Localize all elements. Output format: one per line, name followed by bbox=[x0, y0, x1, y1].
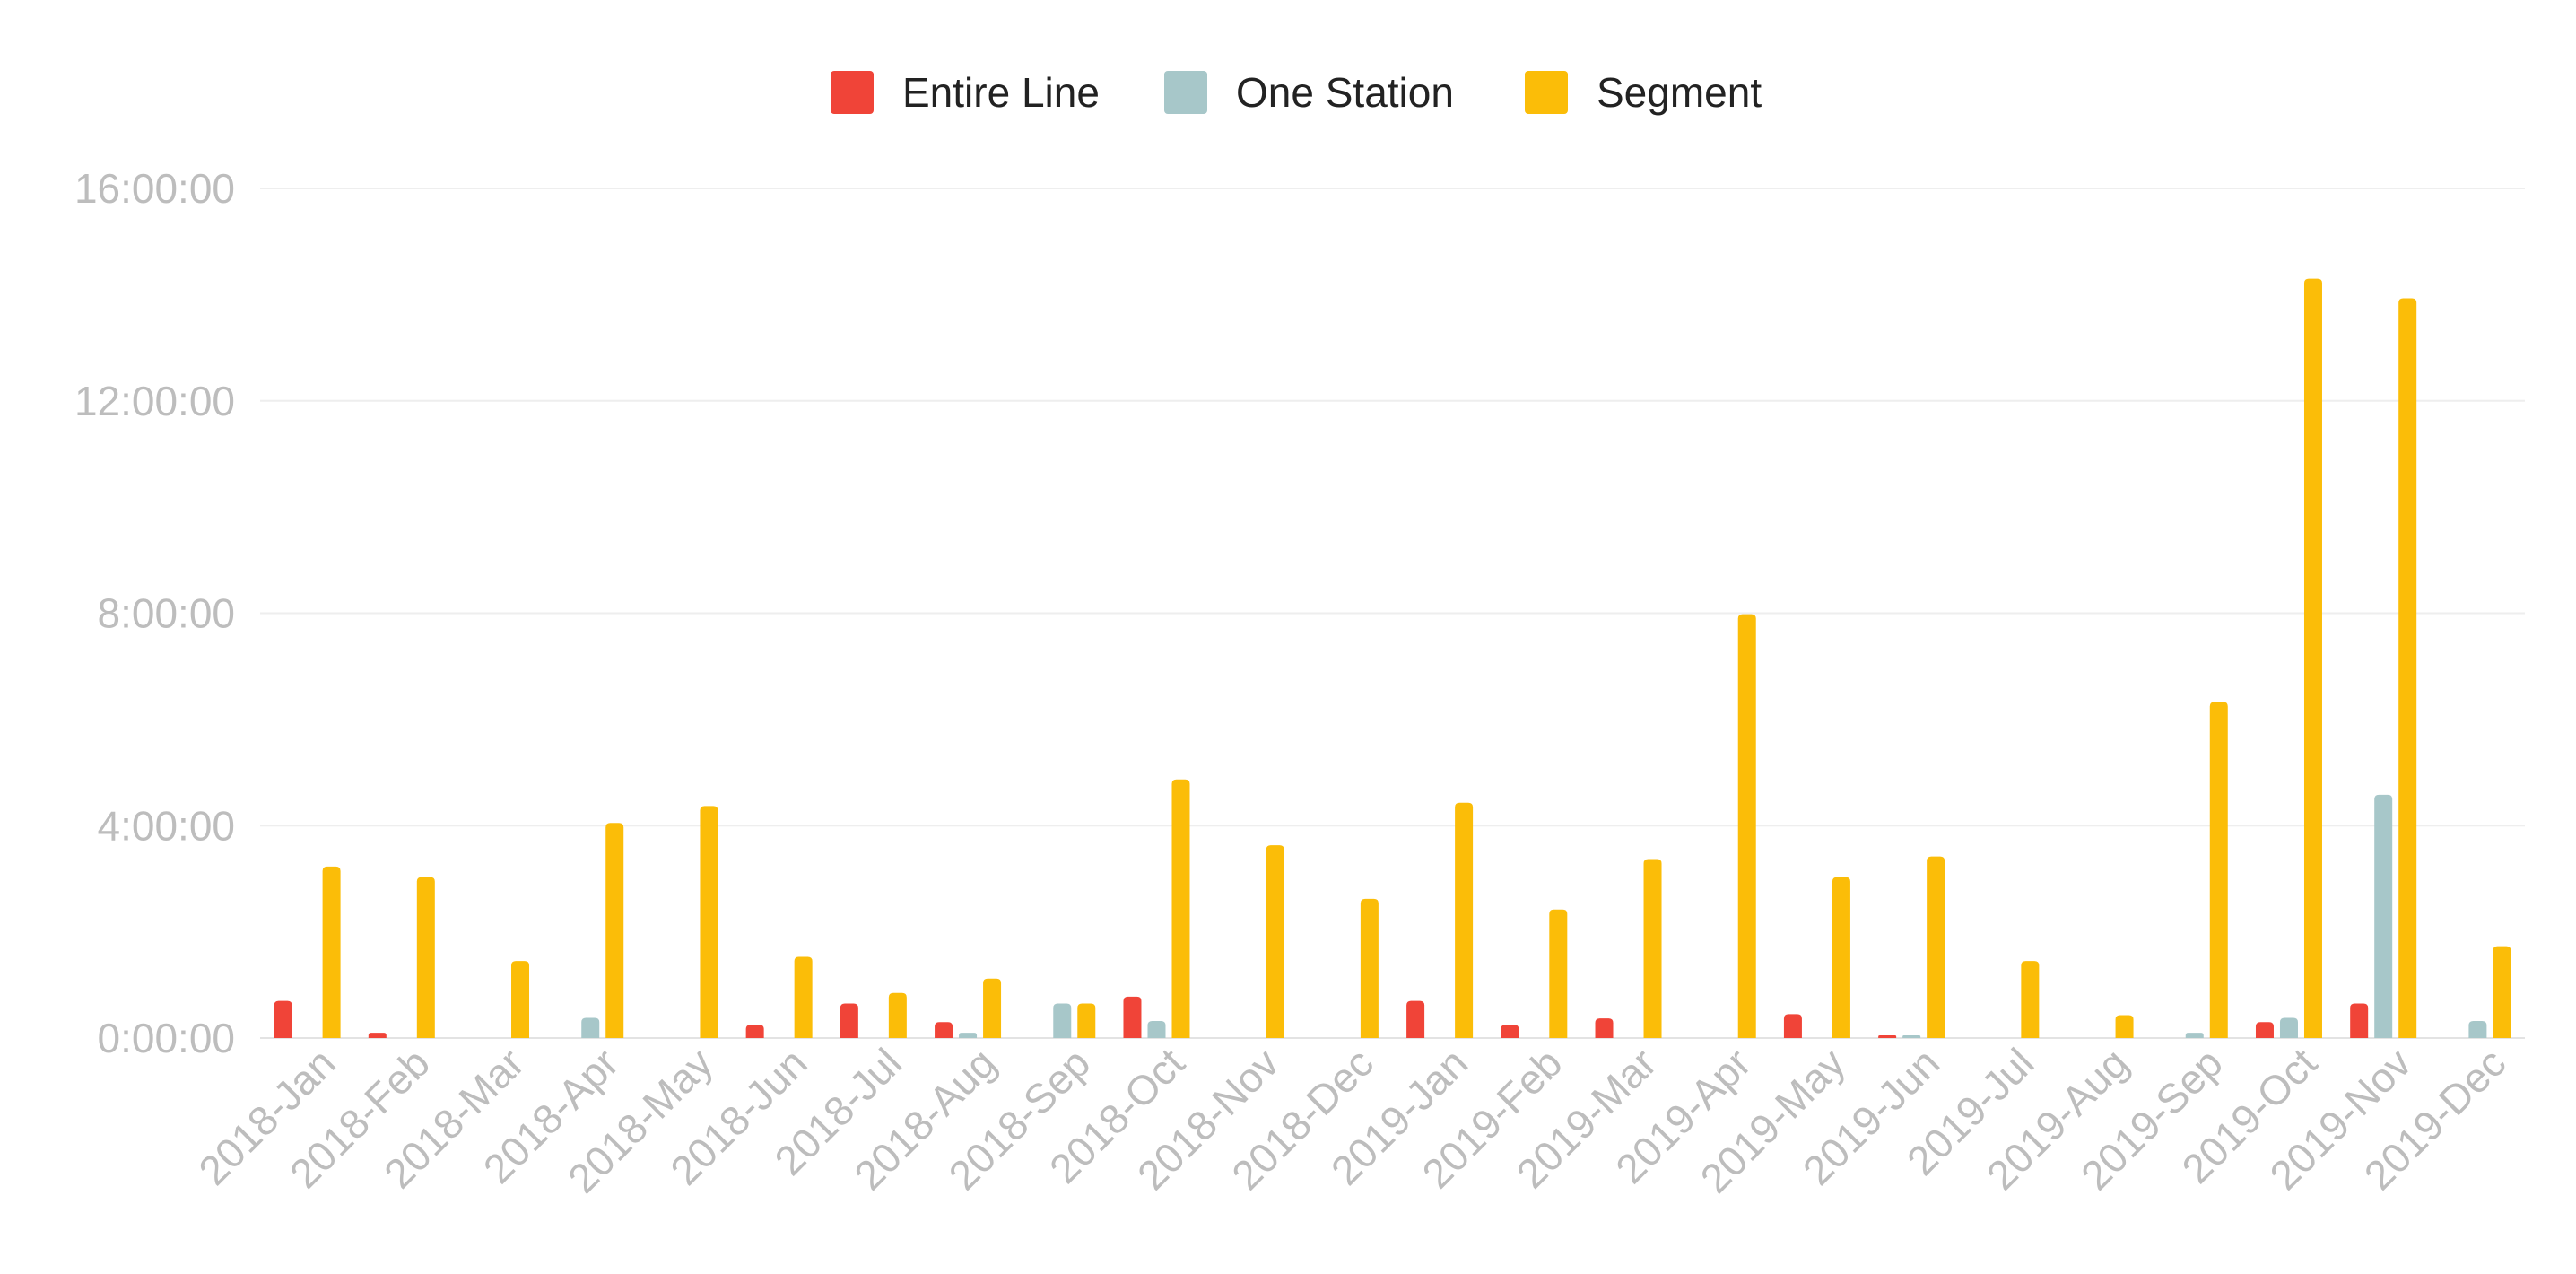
bar[interactable] bbox=[274, 1000, 292, 1038]
bar[interactable] bbox=[983, 978, 1002, 1038]
bar[interactable] bbox=[2468, 1021, 2487, 1038]
bar[interactable] bbox=[1832, 877, 1850, 1038]
y-tick-label: 0:00:00 bbox=[98, 1015, 235, 1061]
bar[interactable] bbox=[794, 956, 813, 1038]
bar[interactable] bbox=[2374, 794, 2393, 1038]
bar[interactable] bbox=[959, 1033, 978, 1038]
bar[interactable] bbox=[2398, 298, 2417, 1038]
bar[interactable] bbox=[2279, 1017, 2298, 1038]
bar[interactable] bbox=[2209, 702, 2228, 1038]
bar[interactable] bbox=[1123, 996, 1142, 1038]
legend-item[interactable]: One Station bbox=[1164, 69, 1454, 116]
bar[interactable] bbox=[840, 1003, 858, 1038]
bar[interactable] bbox=[416, 877, 435, 1038]
legend-label: Segment bbox=[1597, 69, 1762, 116]
bar[interactable] bbox=[1737, 614, 1756, 1038]
bar[interactable] bbox=[1360, 898, 1379, 1038]
legend-item[interactable]: Segment bbox=[1525, 69, 1762, 116]
y-tick-label: 8:00:00 bbox=[98, 590, 235, 637]
y-tick-label: 12:00:00 bbox=[74, 378, 235, 424]
bar[interactable] bbox=[1595, 1018, 1614, 1038]
bar[interactable] bbox=[1501, 1025, 1519, 1038]
bar[interactable] bbox=[605, 823, 624, 1038]
bar[interactable] bbox=[2493, 946, 2511, 1038]
legend-label: Entire Line bbox=[902, 69, 1100, 116]
bar[interactable] bbox=[1643, 859, 1662, 1038]
legend-label: One Station bbox=[1236, 69, 1454, 116]
bar[interactable] bbox=[322, 866, 341, 1038]
bar[interactable] bbox=[1927, 856, 1945, 1038]
bar[interactable] bbox=[700, 806, 718, 1038]
y-tick-label: 4:00:00 bbox=[98, 802, 235, 849]
bar[interactable] bbox=[1147, 1021, 1166, 1038]
x-axis: 2018-Jan2018-Feb2018-Mar2018-Apr2018-May… bbox=[189, 1039, 2514, 1202]
bar[interactable] bbox=[1783, 1014, 1802, 1038]
bar[interactable] bbox=[1455, 802, 1474, 1038]
bar[interactable] bbox=[1053, 1003, 1072, 1038]
bar[interactable] bbox=[1878, 1035, 1897, 1038]
legend-swatch bbox=[831, 71, 874, 114]
bars bbox=[274, 278, 2511, 1038]
legend-swatch bbox=[1164, 71, 1207, 114]
bar[interactable] bbox=[1406, 1000, 1425, 1038]
bar[interactable] bbox=[2021, 961, 2040, 1038]
bar[interactable] bbox=[935, 1022, 953, 1038]
bar[interactable] bbox=[1549, 909, 1568, 1038]
bar[interactable] bbox=[581, 1017, 600, 1038]
y-axis: 0:00:00 4:00:00 8:00:00 12:00:00 16:00:00 bbox=[74, 165, 235, 1061]
legend[interactable]: Entire Line One Station Segment bbox=[831, 69, 1762, 116]
bar[interactable] bbox=[888, 992, 907, 1038]
bar[interactable] bbox=[745, 1025, 764, 1038]
gridlines bbox=[260, 188, 2525, 1039]
bar[interactable] bbox=[2185, 1033, 2204, 1038]
legend-swatch bbox=[1525, 71, 1568, 114]
bar[interactable] bbox=[1077, 1003, 1096, 1038]
bar[interactable] bbox=[2350, 1003, 2369, 1038]
legend-item[interactable]: Entire Line bbox=[831, 69, 1100, 116]
bar[interactable] bbox=[2255, 1022, 2274, 1038]
bar[interactable] bbox=[511, 961, 530, 1038]
y-tick-label: 16:00:00 bbox=[74, 165, 235, 212]
bar[interactable] bbox=[2115, 1015, 2134, 1038]
bar[interactable] bbox=[1902, 1035, 1921, 1038]
bar[interactable] bbox=[368, 1033, 387, 1038]
bar[interactable] bbox=[2303, 278, 2322, 1038]
bar[interactable] bbox=[1171, 779, 1190, 1038]
bar[interactable] bbox=[1266, 845, 1284, 1038]
